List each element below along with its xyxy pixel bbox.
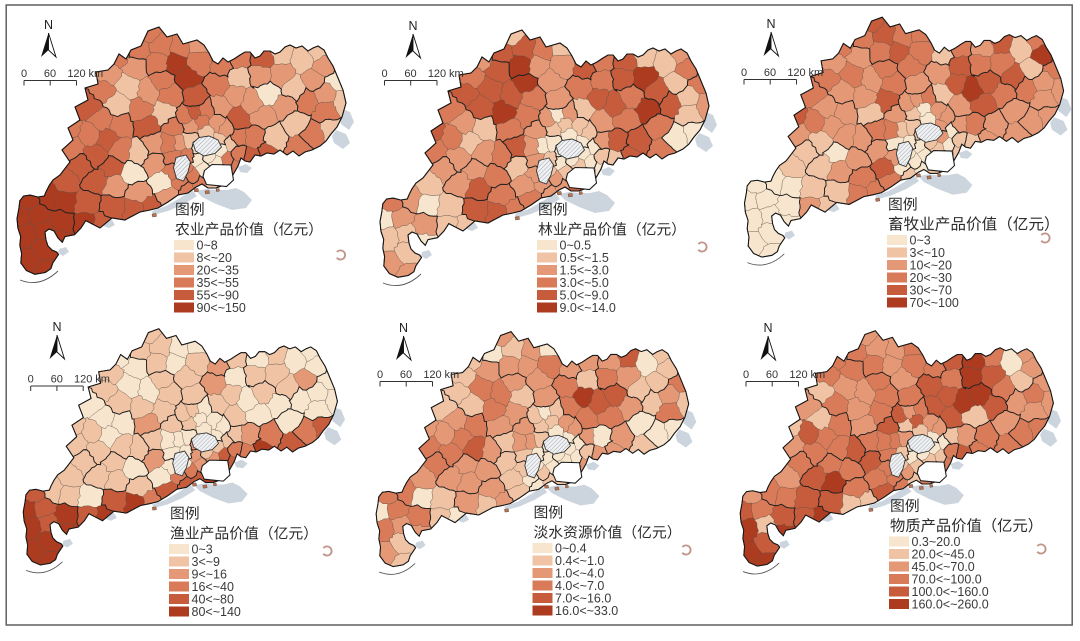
svg-text:10<~20: 10<~20 <box>910 258 952 272</box>
svg-text:80<~140: 80<~140 <box>192 605 241 619</box>
svg-text:9.0<~14.0: 9.0<~14.0 <box>560 301 616 315</box>
svg-text:3.0<~5.0: 3.0<~5.0 <box>560 276 609 290</box>
svg-text:30<~70: 30<~70 <box>910 283 952 297</box>
svg-text:20<~35: 20<~35 <box>197 263 239 277</box>
svg-text:160.0<~260.0: 160.0<~260.0 <box>912 597 989 611</box>
svg-text:1.0<~4.0: 1.0<~4.0 <box>555 566 604 580</box>
svg-text:4.0<~7.0: 4.0<~7.0 <box>555 579 604 593</box>
svg-text:20<~30: 20<~30 <box>910 271 952 285</box>
svg-text:40<~80: 40<~80 <box>192 592 234 606</box>
svg-text:100.0<~160.0: 100.0<~160.0 <box>912 585 989 599</box>
svg-text:16<~40: 16<~40 <box>192 580 234 594</box>
svg-text:3<~10: 3<~10 <box>910 246 946 260</box>
svg-text:8<~20: 8<~20 <box>197 251 233 265</box>
svg-text:0~3: 0~3 <box>192 542 213 556</box>
svg-text:35<~55: 35<~55 <box>197 276 239 290</box>
svg-text:0~0.5: 0~0.5 <box>560 238 592 252</box>
svg-text:0~0.4: 0~0.4 <box>555 541 587 555</box>
svg-text:0.3~20.0: 0.3~20.0 <box>912 535 961 549</box>
svg-text:5.0<~9.0: 5.0<~9.0 <box>560 288 609 302</box>
svg-text:3<~9: 3<~9 <box>192 555 221 569</box>
svg-text:70.0<~100.0: 70.0<~100.0 <box>912 572 982 586</box>
svg-text:1.5<~3.0: 1.5<~3.0 <box>560 263 609 277</box>
svg-text:9<~16: 9<~16 <box>192 567 228 581</box>
svg-text:7.0<~16.0: 7.0<~16.0 <box>555 591 611 605</box>
svg-text:0.5<~1.5: 0.5<~1.5 <box>560 251 609 265</box>
svg-text:45.0<~70.0: 45.0<~70.0 <box>912 560 975 574</box>
svg-text:70<~100: 70<~100 <box>910 296 959 310</box>
svg-text:0.4<~1.0: 0.4<~1.0 <box>555 554 604 568</box>
svg-text:90<~150: 90<~150 <box>197 301 246 315</box>
svg-text:55<~90: 55<~90 <box>197 288 239 302</box>
svg-text:20.0<~45.0: 20.0<~45.0 <box>912 547 975 561</box>
svg-text:16.0<~33.0: 16.0<~33.0 <box>555 604 618 618</box>
svg-text:0~3: 0~3 <box>910 233 931 247</box>
svg-text:0~8: 0~8 <box>197 238 218 252</box>
